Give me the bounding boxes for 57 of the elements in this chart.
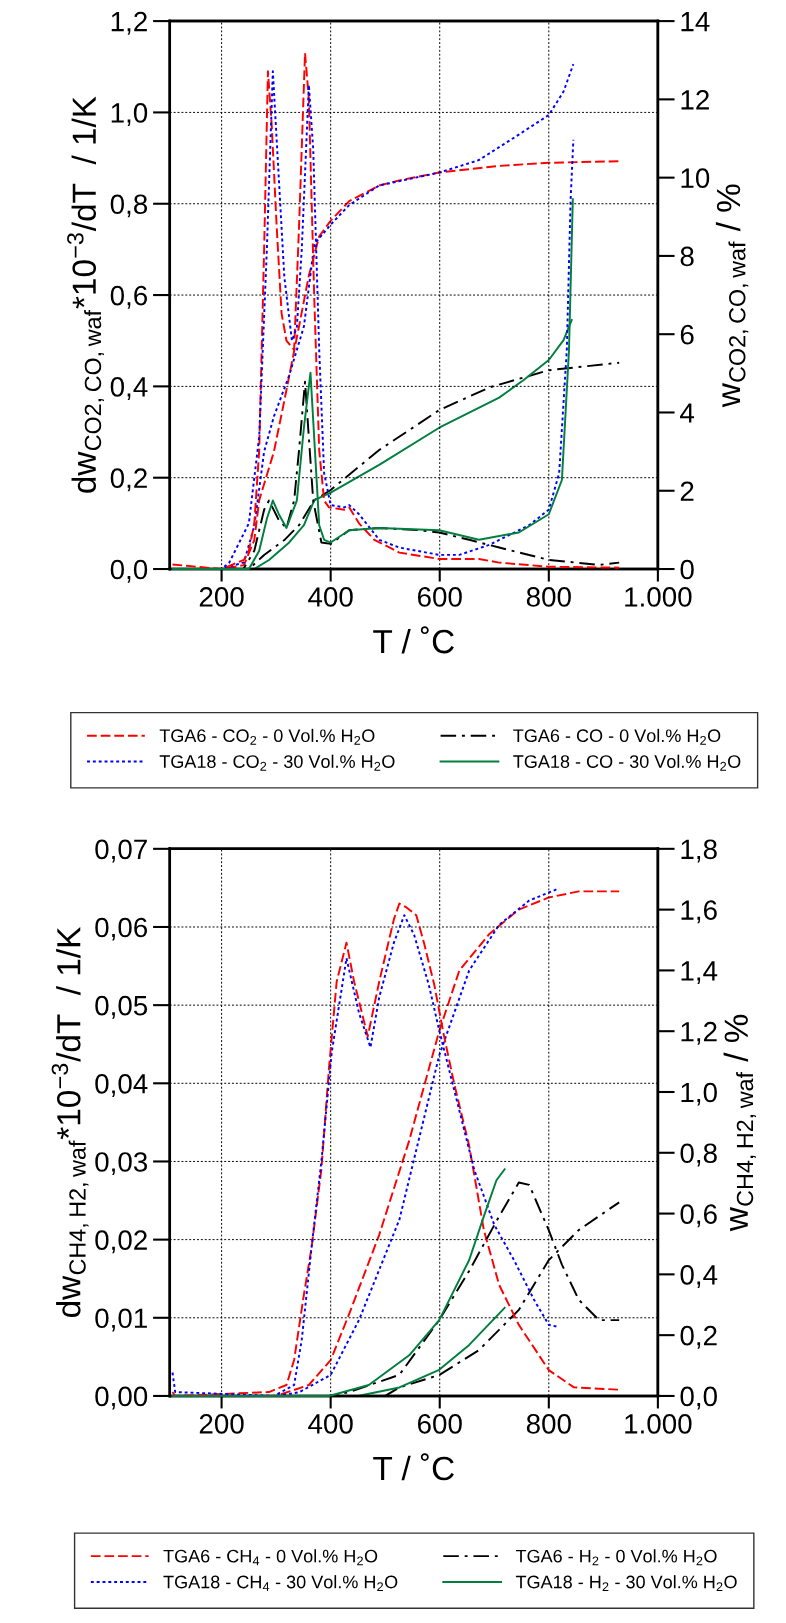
y2-tick-label: 1,4 xyxy=(681,961,718,985)
y-tick-label: 1,0 xyxy=(111,103,148,127)
legend-label: TGA18 - CO - 30 Vol.% H$_{2}$O xyxy=(513,754,741,771)
y2-tick-label: 0 xyxy=(680,559,694,580)
y2-tick-label: 1,2 xyxy=(681,1021,717,1045)
legend-label: TGA18 - H$_{2}$ - 30 Vol.% H$_{2}$O xyxy=(515,1575,737,1592)
y2-tick-label: 0,6 xyxy=(680,1204,717,1228)
y2-tick-label: 10 xyxy=(681,168,710,188)
y-tick-label: 0,8 xyxy=(110,194,148,218)
y-tick-label: 0,0 xyxy=(110,559,148,583)
y2-tick-label: 1,6 xyxy=(681,900,717,924)
y2-tick-label: 4 xyxy=(680,403,695,423)
y-tick-label: 0,01 xyxy=(95,1308,147,1332)
y-tick-label: 0,4 xyxy=(110,377,148,400)
y-tick-label: 1,2 xyxy=(111,11,147,35)
x-tick-label: 200 xyxy=(199,587,244,607)
legend-label: TGA6 - CO$_{2}$ - 0 Vol.% H$_{2}$O xyxy=(159,728,375,745)
y2-tick-label: 14 xyxy=(681,12,710,32)
y-axis-title: dw$_{CH4,H2,waf}$*10$^{−3}$/dT / 1/K xyxy=(51,927,89,1317)
legend-label: TGA6 - H$_{2}$ - 0 Vol.% H$_{2}$O xyxy=(515,1549,717,1566)
y2-axis-title: w$_{CH4,H2,waf}$ / % xyxy=(723,1014,756,1232)
y-axis-title: dw$_{CO2,CO,waf}$*10$^{−3}$/dT / 1/K xyxy=(67,96,104,493)
y-tick-label: 0,02 xyxy=(95,1230,147,1254)
y-tick-label: 0,07 xyxy=(95,839,147,863)
x-tick-label: 1.000 xyxy=(625,587,692,607)
x-tick-label: 1.000 xyxy=(625,1414,692,1434)
y2-tick-label: 6 xyxy=(680,324,694,345)
y2-tick-label: 0,4 xyxy=(680,1265,718,1288)
y2-tick-label: 2 xyxy=(680,481,694,501)
legend-label: TGA6 - CO - 0 Vol.% H$_{2}$O xyxy=(513,728,721,745)
y-tick-label: 0,06 xyxy=(95,917,148,941)
y2-tick-label: 1,8 xyxy=(681,839,717,863)
y2-tick-label: 12 xyxy=(681,90,709,110)
y-tick-label: 0,2 xyxy=(110,468,147,492)
x-tick-label: 800 xyxy=(526,1414,571,1434)
y2-tick-label: 1,0 xyxy=(681,1082,717,1106)
y2-axis-title: w$_{CO2,CO,waf}$ / % xyxy=(715,184,749,408)
legend-label: TGA6 - CH$_{4}$ - 0 Vol.% H$_{2}$O xyxy=(163,1549,378,1566)
x-tick-label: 800 xyxy=(526,587,571,607)
y-tick-label: 0,04 xyxy=(95,1073,148,1097)
x-axis-title: T / ˚C xyxy=(373,1453,454,1481)
legend-label: TGA18 - CH$_{4}$ - 30 Vol.% H$_{2}$O xyxy=(163,1575,398,1592)
x-tick-label: 600 xyxy=(417,587,462,607)
y2-tick-label: 8 xyxy=(680,246,694,267)
x-axis-title: T / ˚C xyxy=(373,626,454,654)
y-tick-label: 0,03 xyxy=(95,1152,148,1176)
x-tick-label: 400 xyxy=(308,1414,353,1434)
x-tick-label: 200 xyxy=(199,1414,244,1434)
legend-label: TGA18 - CO$_{2}$ - 30 Vol.% H$_{2}$O xyxy=(159,754,395,771)
y2-tick-label: 0,8 xyxy=(680,1143,717,1167)
y-tick-label: 0,00 xyxy=(95,1386,148,1410)
x-tick-label: 400 xyxy=(308,587,353,607)
y2-tick-label: 0,2 xyxy=(680,1325,717,1349)
y-tick-label: 0,05 xyxy=(95,995,148,1019)
y2-tick-label: 0,0 xyxy=(680,1386,717,1410)
x-tick-label: 600 xyxy=(417,1414,462,1434)
y-tick-label: 0,6 xyxy=(110,285,148,309)
